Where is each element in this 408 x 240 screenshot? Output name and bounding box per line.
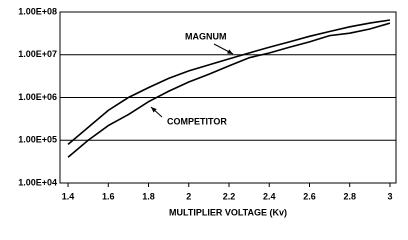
x-tick-label: 2.6	[303, 191, 316, 201]
y-tick-label: 1.00E+04	[18, 177, 57, 187]
y-tick-label: 1.00E+06	[18, 92, 57, 102]
chart: MULTIPLIER VOLTAGE (Kv) 1.00E+04 1.00E+05…	[18, 6, 397, 217]
series-annotation: MAGNUM	[185, 31, 227, 41]
y-tick-label: 1.00E+05	[18, 135, 57, 145]
x-axis-label: MULTIPLIER VOLTAGE (Kv)	[169, 207, 287, 217]
x-tick-label: 2.4	[263, 191, 276, 201]
x-tick-label: 1.6	[102, 191, 115, 201]
series-annotation: COMPETITOR	[167, 116, 227, 126]
annotation-arrowhead	[227, 49, 233, 54]
x-tick-label: 3	[387, 191, 392, 201]
x-tick-label: 1.8	[142, 191, 155, 201]
y-tick-label: 1.00E+07	[18, 49, 57, 59]
x-tick-label: 2.8	[343, 191, 356, 201]
plot-frame	[59, 11, 397, 184]
series-line	[67, 22, 391, 158]
series-line	[67, 19, 391, 146]
x-tick-label: 2.2	[223, 191, 236, 201]
annotation-arrowhead	[151, 107, 157, 113]
x-tick-label: 2	[186, 191, 191, 201]
x-tick-label: 1.4	[62, 191, 75, 201]
y-tick-label: 1.00E+08	[18, 6, 57, 16]
